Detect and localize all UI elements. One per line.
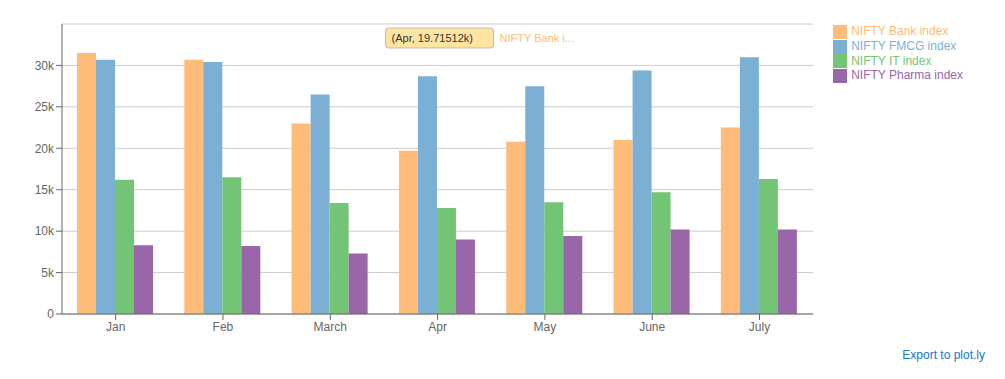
html-text:NIFTY Bank index: NIFTY Bank index [851, 24, 949, 38]
svg-text:0: 0 [47, 307, 54, 321]
svg-text:Feb: Feb [213, 320, 234, 334]
svg-text:March: March [314, 320, 347, 334]
svg-text:20k: 20k [35, 142, 55, 156]
svg-text:Apr: Apr [428, 320, 447, 334]
svg-text:25k: 25k [35, 100, 55, 114]
svg-text:5k: 5k [41, 266, 55, 280]
svg-text:NIFTY Bank i...: NIFTY Bank i... [500, 32, 574, 44]
html-text:Export to plot.ly: Export to plot.ly [902, 348, 985, 362]
svg-text:10k: 10k [35, 224, 55, 238]
html-text:NIFTY FMCG index: NIFTY FMCG index [851, 38, 957, 53]
svg-text:30k: 30k [35, 59, 55, 73]
svg-text:Jan: Jan [106, 320, 125, 334]
svg-text:July: July [749, 320, 770, 334]
html-text:NIFTY IT index: NIFTY IT index [851, 53, 932, 68]
html-text:NIFTY Pharma index: NIFTY Pharma index [851, 68, 963, 83]
svg-text:15k: 15k [35, 183, 55, 197]
svg-text:June: June [639, 320, 665, 334]
svg-text:(Apr, 19.71512k): (Apr, 19.71512k) [392, 32, 473, 44]
svg-text:May: May [534, 320, 557, 334]
